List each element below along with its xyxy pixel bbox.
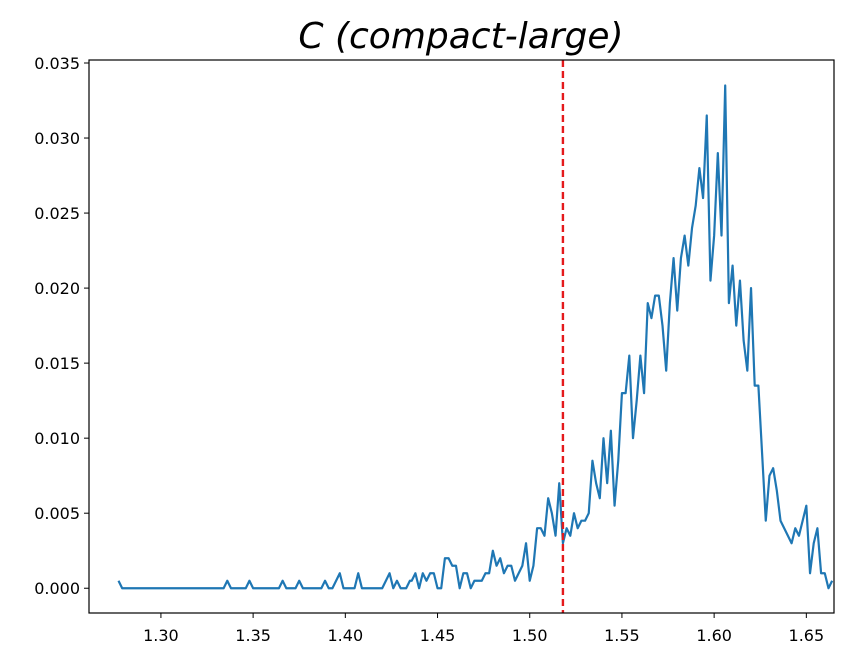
x-tick-label: 1.50 xyxy=(512,626,548,645)
x-axis: 1.30 1.35 1.40 1.45 1.50 1.55 1.60 1.65 xyxy=(143,613,824,645)
x-tick-label: 1.35 xyxy=(235,626,271,645)
chart-title: C (compact-large) xyxy=(298,16,623,57)
x-tick-label: 1.65 xyxy=(789,626,825,645)
plot-area xyxy=(117,60,834,613)
y-tick-label: 0.035 xyxy=(34,54,80,73)
series-line xyxy=(117,84,834,590)
y-tick-label: 0.020 xyxy=(34,279,80,298)
y-tick-label: 0.010 xyxy=(34,429,80,448)
y-tick-label: 0.025 xyxy=(34,204,80,223)
y-tick-label: 0.000 xyxy=(34,579,80,598)
x-tick-label: 1.60 xyxy=(696,626,732,645)
x-tick-label: 1.45 xyxy=(420,626,456,645)
y-tick-label: 0.005 xyxy=(34,504,80,523)
y-tick-label: 0.030 xyxy=(34,129,80,148)
x-tick-label: 1.30 xyxy=(143,626,179,645)
y-axis: 0.000 0.005 0.010 0.015 0.020 0.025 0.030 0.035 xyxy=(34,54,89,598)
y-tick-label: 0.015 xyxy=(34,354,80,373)
x-tick-label: 1.55 xyxy=(604,626,640,645)
x-tick-label: 1.40 xyxy=(328,626,364,645)
plot-frame xyxy=(88,59,835,614)
